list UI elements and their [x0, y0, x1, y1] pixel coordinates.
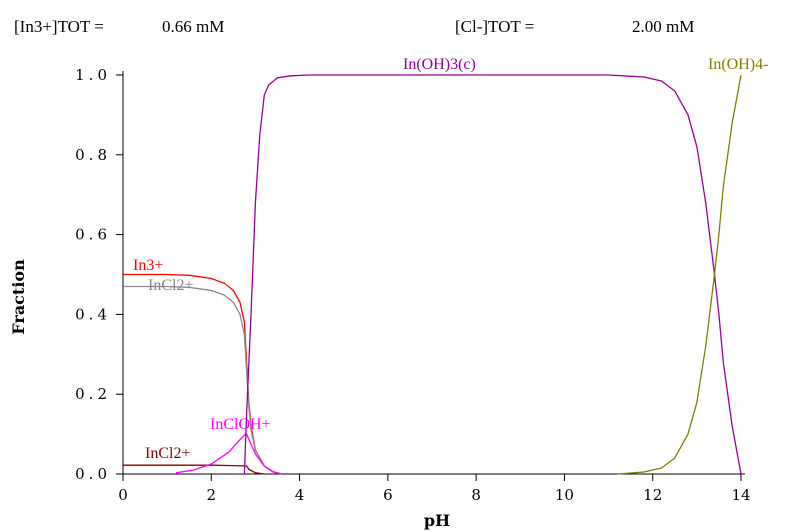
series-line-4: [243, 74, 742, 475]
series-label-3: InClOH+: [210, 416, 271, 433]
series-label-1: InCl2+: [148, 277, 193, 294]
y-tick-label: 0.6: [75, 226, 111, 244]
x-tick-label: 2: [207, 486, 217, 504]
cl-total-value: 2.00 mM: [632, 17, 694, 36]
series-labels: In3+ InCl2+ InCl2+ InClOH+ In(OH)3(c) In(OH)4…: [133, 56, 768, 462]
x-tick-label: 14: [731, 486, 750, 504]
x-tick-label: 0: [118, 486, 128, 504]
in-total-value: 0.66 mM: [162, 17, 224, 36]
y-tick-label: 0.2: [75, 385, 111, 403]
cl-total-label: [Cl-]TOT =: [455, 17, 534, 36]
x-tick-label: 12: [643, 486, 662, 504]
in-total-label: [In3+]TOT =: [14, 17, 104, 36]
series-line-1: [123, 285, 283, 475]
x-tick-label: 6: [383, 486, 393, 504]
y-tick-label: 0.0: [75, 465, 111, 483]
series-curves: [123, 74, 742, 475]
series-label-0: In3+: [133, 257, 163, 274]
x-tick-label: 10: [555, 486, 574, 504]
y-tick-label: 0.8: [75, 146, 111, 164]
series-line-2: [123, 464, 265, 475]
series-line-3: [175, 433, 283, 475]
y-tick-label: 0.4: [75, 305, 111, 323]
series-label-2: InCl2+: [145, 445, 190, 462]
x-axis-label: pH: [424, 511, 450, 530]
series-label-5: In(OH)4-: [708, 56, 768, 73]
y-tick-label: 1.0: [75, 66, 111, 84]
series-label-4: In(OH)3(c): [403, 56, 476, 73]
chart-header: [In3+]TOT = 0.66 mM [Cl-]TOT = 2.00 mM: [14, 17, 694, 36]
axes: 0 2 4 6 8 10 12 14 0.0 0.2 0.4 0.6 0.8 1.0: [75, 66, 750, 504]
x-tick-label: 8: [471, 486, 481, 504]
y-axis-label: Fraction: [9, 259, 28, 335]
x-tick-label: 4: [295, 486, 305, 504]
series-line-5: [617, 74, 742, 475]
